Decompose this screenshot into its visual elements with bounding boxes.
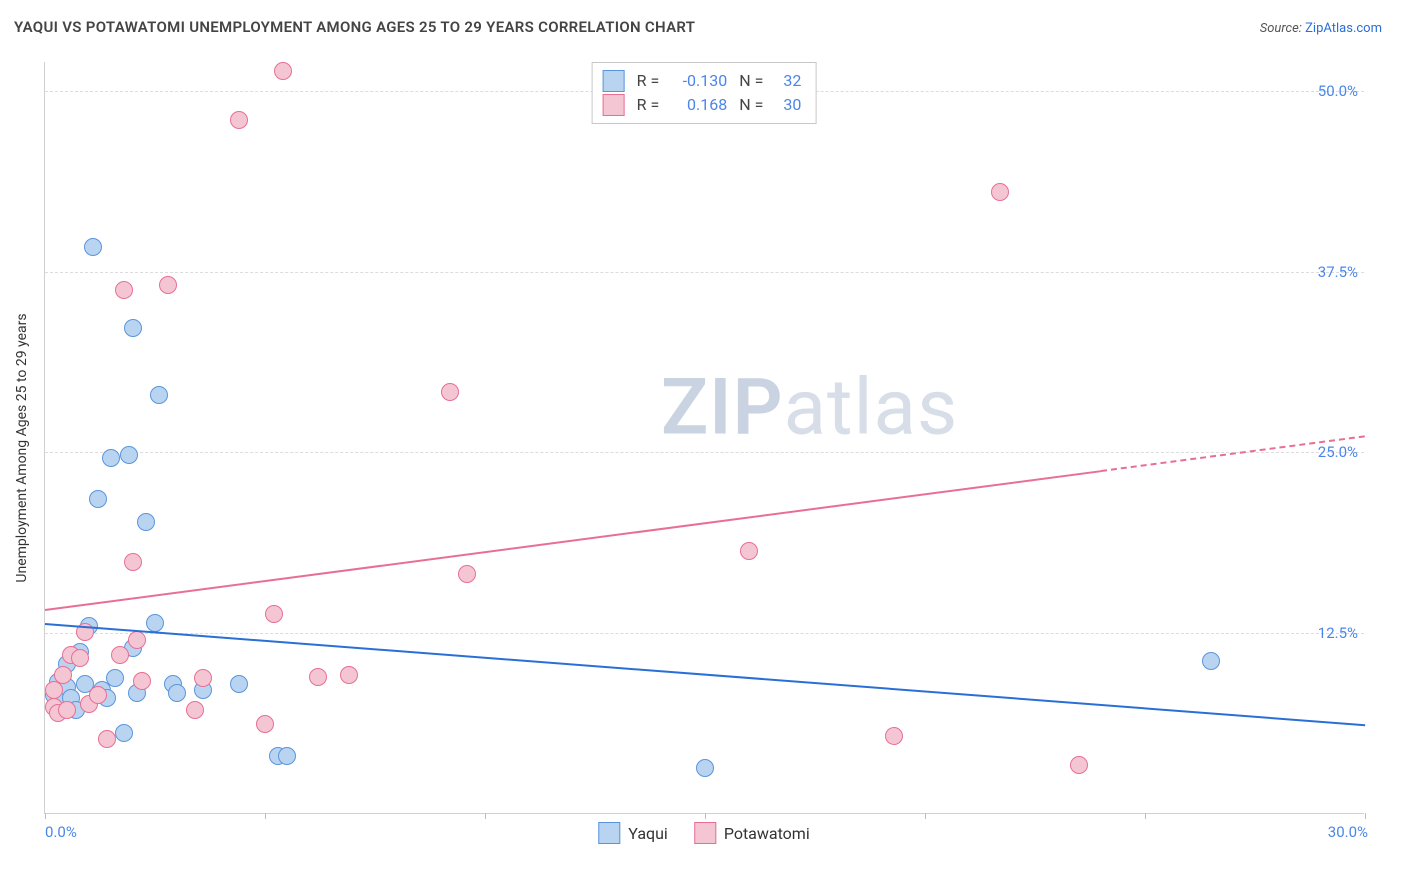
legend-label: Yaqui [628,824,668,843]
x-tick [925,813,926,819]
data-point [106,669,124,687]
y-tick-label: 50.0% [1318,82,1358,100]
x-tick [1365,813,1366,819]
data-point [89,686,107,704]
data-point [885,727,903,745]
gridline [45,633,1364,634]
data-point [133,672,151,690]
legend-item: Potawatomi [694,822,810,844]
legend-item: Yaqui [598,822,668,844]
data-point [124,553,142,571]
data-point [265,605,283,623]
legend-row: R = 0.168 N = 30 [603,93,802,117]
legend-swatch [603,70,625,92]
data-point [991,183,1009,201]
source-credit: Source: ZipAtlas.com [1260,21,1382,36]
y-axis-label: Unemployment Among Ages 25 to 29 years [14,313,30,582]
gridline [45,272,1364,273]
x-tick [485,813,486,819]
data-point [1202,652,1220,670]
y-tick-label: 12.5% [1318,624,1358,642]
x-tick-label: 30.0% [1328,823,1368,841]
data-point [696,759,714,777]
gridline [45,452,1364,453]
data-point [340,666,358,684]
x-tick [265,813,266,819]
n-label: N = [739,93,763,117]
x-tick-label: 0.0% [45,823,77,841]
data-point [309,668,327,686]
data-point [58,701,76,719]
data-point [441,383,459,401]
data-point [230,111,248,129]
data-point [128,631,146,649]
data-point [230,675,248,693]
data-point [278,747,296,765]
data-point [71,649,89,667]
data-point [111,646,129,664]
data-point [256,715,274,733]
data-point [84,238,102,256]
data-point [159,276,177,294]
data-point [150,386,168,404]
legend-swatch [603,94,625,116]
n-value: 30 [771,93,801,117]
legend-row: R = -0.130 N = 32 [603,69,802,93]
data-point [120,446,138,464]
n-value: 32 [771,69,801,93]
data-point [168,684,186,702]
trend-line [45,470,1101,611]
source-link[interactable]: ZipAtlas.com [1305,21,1382,36]
data-point [137,513,155,531]
series-legend: Yaqui Potawatomi [598,822,809,844]
data-point [115,281,133,299]
r-label: R = [637,93,660,117]
data-point [115,724,133,742]
chart-title: YAQUI VS POTAWATOMI UNEMPLOYMENT AMONG A… [14,18,695,36]
data-point [102,449,120,467]
x-tick [1145,813,1146,819]
data-point [1070,756,1088,774]
data-point [740,542,758,560]
data-point [124,319,142,337]
correlation-legend: R = -0.130 N = 32 R = 0.168 N = 30 [592,62,817,124]
data-point [458,565,476,583]
x-tick [45,813,46,819]
data-point [186,701,204,719]
y-tick-label: 25.0% [1318,443,1358,461]
data-point [89,490,107,508]
data-point [194,669,212,687]
legend-label: Potawatomi [724,824,810,843]
plot-area: 12.5%25.0%37.5%50.0%0.0%30.0% ZIPatlas R… [44,62,1364,814]
r-value: -0.130 [667,69,727,93]
trend-line [45,623,1365,726]
source-label: Source: [1260,21,1302,36]
data-point [146,614,164,632]
data-point [54,666,72,684]
data-point [274,62,292,80]
x-tick [705,813,706,819]
r-value: 0.168 [667,93,727,117]
r-label: R = [637,69,660,93]
y-tick-label: 37.5% [1318,263,1358,281]
n-label: N = [739,69,763,93]
legend-swatch [598,822,620,844]
data-point [98,730,116,748]
legend-swatch [694,822,716,844]
